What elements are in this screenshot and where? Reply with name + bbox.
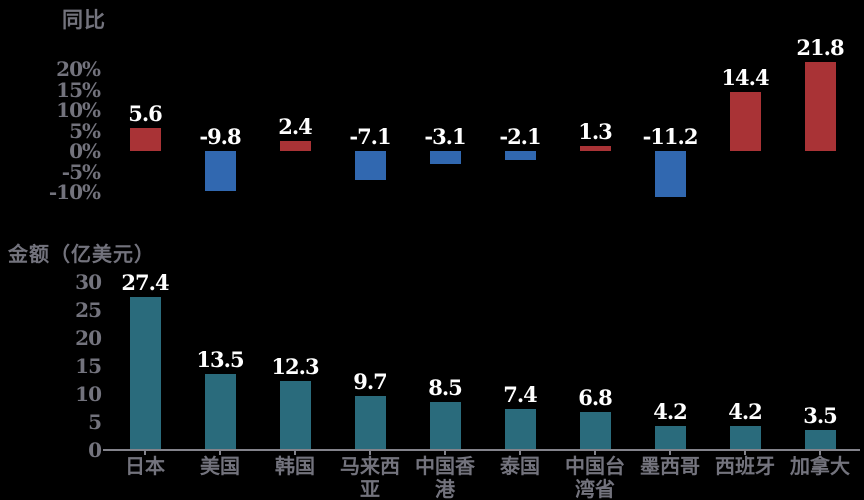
y-axis-tick-label: 5% bbox=[69, 118, 101, 143]
bar bbox=[579, 145, 611, 151]
bar bbox=[204, 151, 236, 192]
bar bbox=[654, 151, 686, 197]
bar-value-label: 2.4 bbox=[278, 114, 313, 140]
y-axis-tick-label: 0 bbox=[88, 438, 102, 462]
x-axis-tick-mark bbox=[744, 451, 746, 455]
x-axis-tick-mark bbox=[369, 451, 371, 455]
bar-value-label: -9.8 bbox=[199, 124, 241, 149]
category-label: 马来西亚 bbox=[340, 454, 400, 500]
bar bbox=[729, 91, 761, 151]
bar-value-label: 21.8 bbox=[796, 34, 844, 60]
y-axis-tick-label: 5 bbox=[88, 410, 102, 434]
bar-value-label: 13.5 bbox=[196, 347, 244, 373]
category-label: 墨西哥 bbox=[640, 454, 700, 478]
category-label: 韩国 bbox=[275, 454, 315, 478]
bar-value-label: 3.5 bbox=[803, 403, 838, 429]
y-axis-tick-label: 0% bbox=[69, 139, 101, 163]
bar-value-label: -7.1 bbox=[349, 124, 391, 149]
bar bbox=[504, 408, 536, 450]
bar bbox=[579, 411, 611, 450]
top-chart-title: 同比 bbox=[62, 8, 106, 32]
y-axis-tick-label: 10% bbox=[56, 98, 101, 122]
bar-value-label: 7.4 bbox=[503, 381, 538, 407]
y-axis-tick-label: 20 bbox=[75, 326, 102, 350]
bar bbox=[429, 151, 461, 164]
bar bbox=[504, 151, 536, 160]
x-axis-tick-mark bbox=[669, 451, 671, 455]
category-label: 中国香港 bbox=[415, 454, 475, 500]
bar bbox=[129, 296, 161, 450]
bar bbox=[654, 426, 686, 450]
x-axis-line bbox=[103, 449, 860, 451]
bar-value-label: -2.1 bbox=[499, 124, 541, 149]
category-label: 泰国 bbox=[500, 454, 540, 478]
bar bbox=[279, 141, 311, 151]
category-label: 中国台湾省 bbox=[565, 454, 625, 500]
x-axis-tick-mark bbox=[144, 451, 146, 455]
bar bbox=[204, 374, 236, 450]
y-axis-tick-label: -5% bbox=[61, 159, 101, 184]
bar-value-label: 12.3 bbox=[271, 354, 319, 380]
x-axis-tick-mark bbox=[594, 451, 596, 455]
y-axis-tick-label: 15 bbox=[75, 354, 102, 378]
x-axis-tick-mark bbox=[819, 451, 821, 455]
x-axis-tick-mark bbox=[519, 451, 521, 455]
bar-value-label: 27.4 bbox=[121, 269, 169, 295]
bar-value-label: -3.1 bbox=[424, 124, 466, 149]
bar-value-label: 1.3 bbox=[578, 118, 613, 144]
x-axis-tick-mark bbox=[294, 451, 296, 455]
x-axis-tick-mark bbox=[219, 451, 221, 455]
category-label: 加拿大 bbox=[790, 454, 850, 478]
y-axis-tick-label: 15% bbox=[56, 77, 101, 102]
bar bbox=[729, 426, 761, 450]
bar bbox=[804, 61, 836, 151]
bar bbox=[429, 402, 461, 450]
bar-value-label: 9.7 bbox=[353, 368, 388, 394]
bar-value-label: 6.8 bbox=[578, 384, 613, 410]
bar-value-label: -11.2 bbox=[642, 124, 699, 149]
bar bbox=[279, 381, 311, 450]
y-axis-tick-label: 20% bbox=[56, 57, 101, 81]
bottom-chart-title: 金额（亿美元） bbox=[8, 242, 155, 266]
bar-value-label: 8.5 bbox=[428, 375, 463, 401]
x-axis-tick-mark bbox=[444, 451, 446, 455]
bar bbox=[354, 395, 386, 450]
bar bbox=[129, 128, 161, 151]
category-label: 美国 bbox=[200, 454, 240, 478]
bar bbox=[354, 151, 386, 181]
y-axis-tick-label: -10% bbox=[48, 180, 101, 204]
category-label: 西班牙 bbox=[715, 454, 775, 478]
category-label: 日本 bbox=[125, 454, 165, 478]
y-axis-tick-label: 10 bbox=[75, 382, 102, 406]
bar bbox=[804, 430, 836, 450]
y-axis-tick-label: 25 bbox=[75, 298, 102, 322]
bar-value-label: 5.6 bbox=[128, 101, 163, 127]
bar-value-label: 14.4 bbox=[721, 64, 769, 90]
bar-value-label: 4.2 bbox=[653, 399, 688, 425]
y-axis-tick-label: 30 bbox=[75, 270, 102, 294]
bar-value-label: 4.2 bbox=[728, 399, 763, 425]
